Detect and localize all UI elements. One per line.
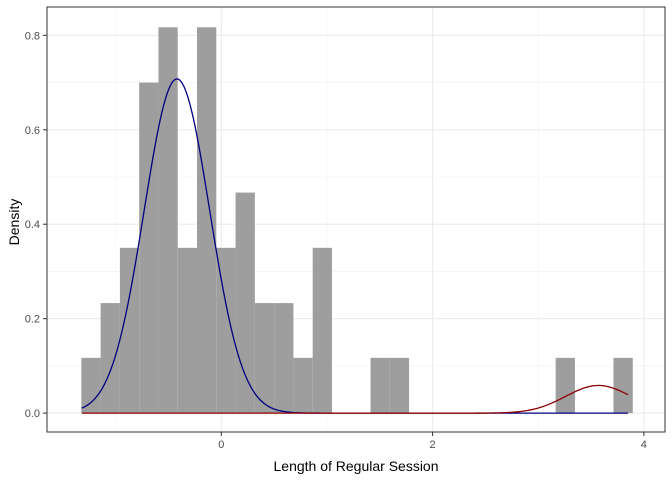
x-tick-label: 2 — [430, 439, 436, 451]
x-axis-title: Length of Regular Session — [274, 458, 439, 474]
density-curve-2 — [81, 384, 629, 414]
histogram-bar — [81, 357, 101, 414]
y-tick-label: 0.4 — [25, 219, 40, 231]
y-tick-label: 0.2 — [25, 314, 40, 326]
x-axis: 0 2 4 — [218, 432, 647, 451]
x-tick-label: 0 — [218, 439, 224, 451]
histogram-bar — [235, 192, 255, 414]
histogram-bar — [312, 247, 332, 414]
x-tick-label: 4 — [641, 439, 647, 451]
histogram-bar — [555, 357, 575, 414]
density-curves — [81, 78, 629, 414]
plot-border — [46, 6, 666, 433]
y-axis: 0.0 0.2 0.4 0.6 0.8 — [25, 30, 47, 420]
histogram-bar — [293, 357, 313, 414]
y-tick-label: 0.8 — [25, 30, 40, 42]
histogram-bar — [254, 303, 275, 414]
y-tick-label: 0.6 — [25, 125, 40, 137]
histogram-bar — [119, 247, 140, 414]
histogram-bar — [158, 27, 178, 414]
histogram-bar — [216, 247, 236, 414]
histogram-bar — [139, 82, 159, 414]
y-axis-title: Density — [6, 199, 22, 246]
histogram-bar — [389, 357, 410, 414]
y-tick-label: 0.0 — [25, 408, 40, 420]
histogram-bar — [370, 357, 390, 414]
histogram-bars — [81, 27, 633, 414]
histogram-bar — [197, 27, 217, 414]
histogram-bar — [100, 303, 120, 414]
histogram-bar — [613, 357, 633, 414]
histogram-bar — [274, 303, 294, 414]
histogram-bar — [177, 247, 198, 414]
